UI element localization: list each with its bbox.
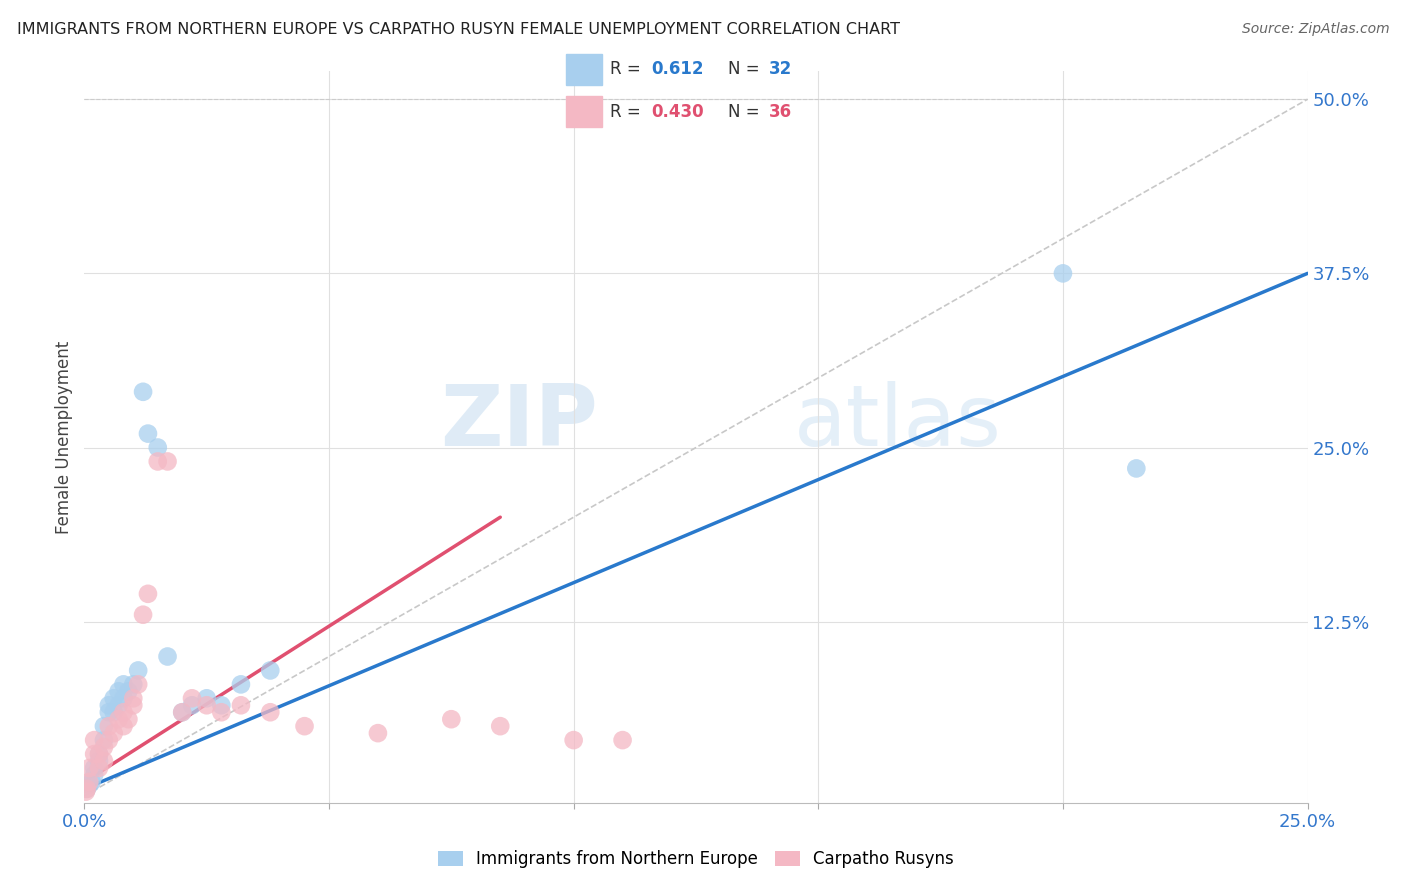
Point [87, 754, 110, 768]
Point [136, 587, 159, 601]
Text: Source: ZipAtlas.com: Source: ZipAtlas.com [1241, 22, 1389, 37]
Point [103, 726, 125, 740]
Text: N =: N = [728, 103, 765, 120]
Point [195, 691, 218, 706]
Y-axis label: Female Unemployment: Female Unemployment [55, 341, 73, 533]
Point [146, 441, 169, 455]
Text: 32: 32 [769, 61, 793, 78]
Point [195, 698, 218, 713]
Point [132, 607, 155, 622]
Point [146, 454, 169, 468]
Point [122, 677, 145, 691]
Point [97, 719, 120, 733]
Point [107, 698, 129, 713]
Point [103, 705, 125, 719]
Point [132, 384, 155, 399]
Point [77, 778, 100, 792]
Text: 0.430: 0.430 [651, 103, 704, 120]
Point [93, 733, 115, 747]
Point [112, 691, 135, 706]
Text: 0.612: 0.612 [651, 61, 704, 78]
Point [209, 698, 232, 713]
Point [97, 733, 120, 747]
Point [93, 740, 115, 755]
Point [127, 677, 149, 691]
Text: IMMIGRANTS FROM NORTHERN EUROPE VS CARPATHO RUSYN FEMALE UNEMPLOYMENT CORRELATIO: IMMIGRANTS FROM NORTHERN EUROPE VS CARPA… [17, 22, 900, 37]
Point [112, 677, 135, 691]
Point [127, 664, 149, 678]
Point [117, 684, 139, 698]
Point [562, 733, 585, 747]
Point [259, 664, 281, 678]
Point [122, 691, 145, 706]
Bar [567, 54, 602, 85]
Point [229, 677, 252, 691]
Point [1052, 266, 1074, 280]
Point [107, 684, 129, 698]
Text: N =: N = [728, 61, 765, 78]
Point [156, 454, 179, 468]
Point [259, 705, 281, 719]
Text: R =: R = [610, 103, 647, 120]
Point [181, 691, 204, 706]
Point [209, 705, 232, 719]
Point [93, 754, 115, 768]
Point [77, 761, 100, 775]
Point [97, 705, 120, 719]
Point [87, 747, 110, 761]
Point [112, 705, 135, 719]
Text: ZIP: ZIP [440, 381, 598, 464]
Point [172, 705, 194, 719]
Point [83, 733, 105, 747]
Point [97, 698, 120, 713]
Point [107, 712, 129, 726]
Text: 36: 36 [769, 103, 793, 120]
Point [181, 698, 204, 713]
Point [1125, 461, 1147, 475]
Point [76, 781, 98, 796]
Point [76, 781, 98, 796]
Point [122, 698, 145, 713]
Point [83, 768, 105, 782]
Point [112, 719, 135, 733]
Text: R =: R = [610, 61, 647, 78]
Point [93, 719, 115, 733]
Point [83, 761, 105, 775]
Point [136, 426, 159, 441]
Point [367, 726, 389, 740]
Point [77, 775, 100, 789]
Point [156, 649, 179, 664]
Point [229, 698, 252, 713]
Point [103, 691, 125, 706]
Point [87, 761, 110, 775]
Point [612, 733, 634, 747]
Bar [567, 96, 602, 127]
Point [83, 747, 105, 761]
Point [172, 705, 194, 719]
Point [294, 719, 316, 733]
Point [80, 775, 103, 789]
Point [117, 712, 139, 726]
Point [440, 712, 463, 726]
Point [75, 785, 97, 799]
Point [87, 747, 110, 761]
Point [489, 719, 512, 733]
Legend: Immigrants from Northern Europe, Carpatho Rusyns: Immigrants from Northern Europe, Carpath… [432, 844, 960, 875]
Text: atlas: atlas [794, 381, 1002, 464]
